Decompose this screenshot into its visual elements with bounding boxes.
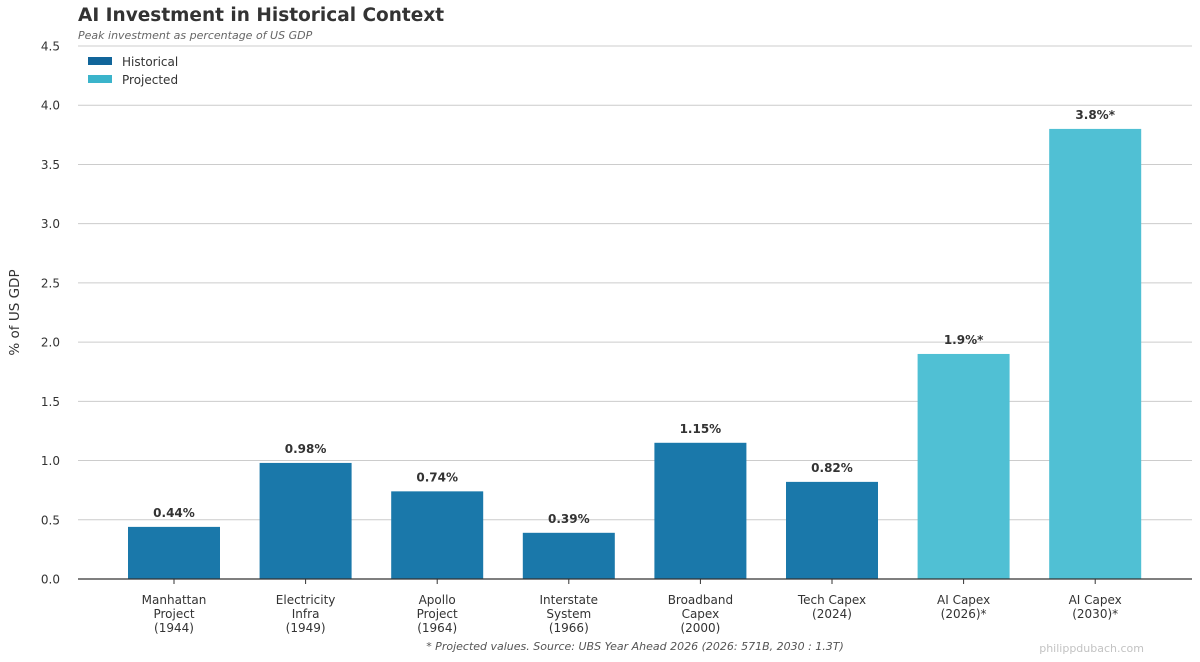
bar [259,462,352,579]
data-label: 0.98% [285,442,327,456]
x-tick-label: (1964) [417,621,457,635]
bar [786,481,878,579]
data-label: 3.8%* [1075,108,1115,122]
data-label: 1.15% [680,422,722,436]
x-tick-label: (2030)* [1072,607,1118,621]
chart-subtitle: Peak investment as percentage of US GDP [78,29,313,42]
x-tick-label: Electricity [276,593,336,607]
y-tick-label: 1.0 [41,454,60,468]
legend: Historical Projected [88,55,178,87]
watermark: philippdubach.com [1039,642,1144,655]
x-tick-label: Project [417,607,458,621]
y-tick-label: 4.0 [41,99,60,113]
chart-title: AI Investment in Historical Context [78,5,445,26]
legend-swatch [88,57,112,65]
legend-label: Historical [122,55,178,69]
x-tick-label: (1949) [286,621,326,635]
x-tick-label: Infra [292,607,320,621]
x-tick-label: AI Capex [937,593,990,607]
x-tick-label: (1966) [549,621,589,635]
footnote: * Projected values. Source: UBS Year Ahe… [426,640,844,653]
x-tick-label: (2026)* [941,607,987,621]
data-label: 0.39% [548,512,590,526]
x-tick-label: (1944) [154,621,194,635]
data-label: 0.82% [811,461,853,475]
data-label: 0.44% [153,506,195,520]
x-tick-label: (2000) [680,621,720,635]
x-tick-label: (2024) [812,607,852,621]
x-tick-label: Capex [682,607,720,621]
y-tick-label: 3.0 [41,217,60,231]
x-tick-label: Interstate [540,593,599,607]
y-tick-label: 1.5 [41,395,60,409]
x-tick-label: Apollo [419,593,456,607]
bar [522,532,615,579]
bar [917,353,1010,579]
data-label: 1.9%* [944,333,984,347]
x-tick-label: Project [153,607,194,621]
bars [128,128,1142,579]
y-tick-label: 3.5 [41,158,60,172]
y-tick-label: 0.5 [41,513,60,527]
y-tick-label: 4.5 [41,40,60,54]
x-tick-label: AI Capex [1069,593,1122,607]
x-tick-label: Manhattan [142,593,207,607]
x-tick-label: System [546,607,591,621]
x-axis: ManhattanProject(1944)ElectricityInfra(1… [78,578,1192,635]
y-tick-label: 0.0 [41,573,60,587]
y-axis-label: % of US GDP [7,269,23,355]
data-label: 0.74% [416,470,458,484]
y-tick-label: 2.0 [41,336,60,350]
y-tick-label: 2.5 [41,276,60,290]
grid-lines [78,45,1192,521]
data-labels: 0.44% 0.98% 0.74% 0.39% 1.15% 0.82% 1.9%* 3.8%* [153,108,1116,526]
x-tick-label: Broadband [668,593,733,607]
legend-label: Projected [122,73,178,87]
bar [1049,128,1142,579]
y-axis: 0.0 0.5 1.0 1.5 2.0 2.5 3.0 3.5 4.0 4.5 % of US GD… [7,40,60,587]
legend-swatch [88,75,112,83]
bar [128,526,220,579]
bar [391,491,484,579]
x-tick-label: Tech Capex [797,593,866,607]
bar [654,442,747,579]
